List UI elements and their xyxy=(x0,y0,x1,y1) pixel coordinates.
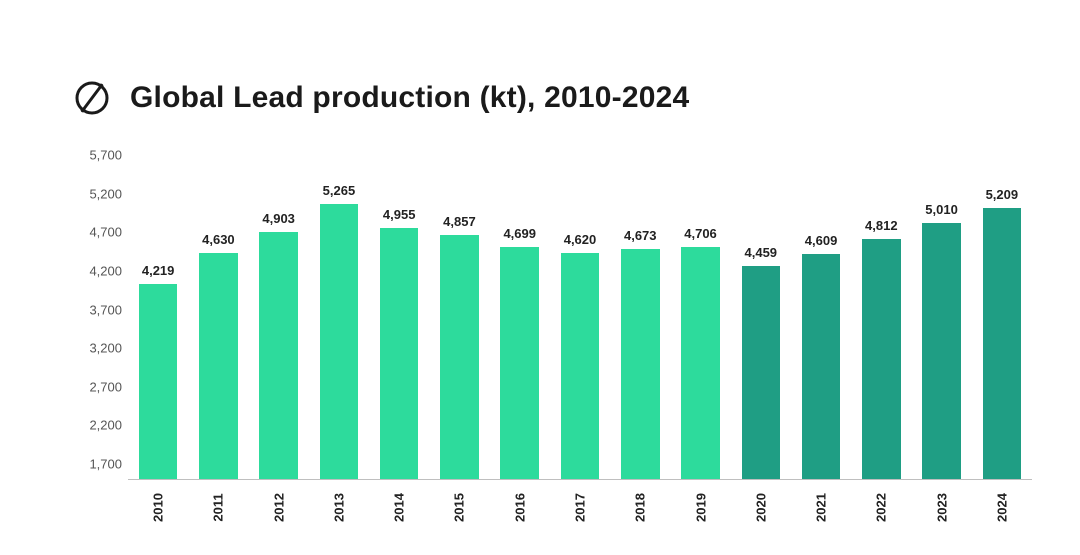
x-tick-label: 2016 xyxy=(512,493,527,522)
x-tick-label: 2018 xyxy=(633,493,648,522)
bar-slot: 4,620 xyxy=(550,170,610,479)
bar-slot: 4,903 xyxy=(249,170,309,479)
bar-value-label: 4,219 xyxy=(142,263,175,278)
x-label-slot: 2014 xyxy=(369,480,429,520)
x-tick-label: 2023 xyxy=(934,493,949,522)
bar: 4,609 xyxy=(802,254,841,479)
x-tick-label: 2010 xyxy=(151,493,166,522)
bar-slot: 4,706 xyxy=(670,170,730,479)
bar: 4,812 xyxy=(862,239,901,479)
bar-slot: 5,209 xyxy=(972,170,1032,479)
x-tick-label: 2020 xyxy=(753,493,768,522)
compass-logo-icon xyxy=(72,78,112,118)
x-label-slot: 2023 xyxy=(911,480,971,520)
bar-value-label: 4,903 xyxy=(262,211,295,226)
bar-slot: 5,265 xyxy=(309,170,369,479)
x-tick-label: 2011 xyxy=(211,493,226,521)
bar-value-label: 4,955 xyxy=(383,207,416,222)
x-tick-label: 2012 xyxy=(271,493,286,522)
bar: 4,857 xyxy=(440,235,479,479)
x-label-slot: 2012 xyxy=(249,480,309,520)
x-tick-label: 2019 xyxy=(693,493,708,522)
bars-container: 4,219 4,630 4,903 5,265 4,955 4,857 4,699 4,620… xyxy=(128,170,1032,479)
x-label-slot: 2024 xyxy=(972,480,1032,520)
bar-slot: 4,630 xyxy=(188,170,248,479)
x-tick-label: 2021 xyxy=(814,493,829,522)
x-tick-label: 2017 xyxy=(572,493,587,522)
x-axis-labels: 2010 2011 2012 2013 2014 2015 2016 2017 2018 2019… xyxy=(128,480,1032,520)
bar-value-label: 5,209 xyxy=(986,187,1019,202)
x-label-slot: 2019 xyxy=(670,480,730,520)
plot-area: 4,219 4,630 4,903 5,265 4,955 4,857 4,699 4,620… xyxy=(128,170,1032,480)
x-label-slot: 2010 xyxy=(128,480,188,520)
bar-value-label: 4,459 xyxy=(745,245,778,260)
bar: 4,673 xyxy=(621,249,660,479)
bar-value-label: 5,010 xyxy=(925,202,958,217)
x-tick-label: 2013 xyxy=(331,493,346,522)
x-label-slot: 2017 xyxy=(550,480,610,520)
x-label-slot: 2015 xyxy=(429,480,489,520)
x-tick-label: 2014 xyxy=(392,493,407,522)
bar-value-label: 5,265 xyxy=(323,183,356,198)
x-label-slot: 2016 xyxy=(490,480,550,520)
bar-value-label: 4,620 xyxy=(564,232,597,247)
x-label-slot: 2020 xyxy=(731,480,791,520)
bar: 5,265 xyxy=(320,204,359,479)
x-label-slot: 2022 xyxy=(851,480,911,520)
bar: 4,706 xyxy=(681,247,720,479)
x-label-slot: 2021 xyxy=(791,480,851,520)
chart-title: Global Lead production (kt), 2010-2024 xyxy=(130,81,689,115)
bar-slot: 5,010 xyxy=(911,170,971,479)
bar-slot: 4,955 xyxy=(369,170,429,479)
bar: 5,209 xyxy=(983,208,1022,479)
x-label-slot: 2013 xyxy=(309,480,369,520)
bar-value-label: 4,812 xyxy=(865,218,898,233)
y-tick-label: 4,200 xyxy=(72,263,122,278)
x-label-slot: 2018 xyxy=(610,480,670,520)
bar-value-label: 4,857 xyxy=(443,214,476,229)
bar-slot: 4,219 xyxy=(128,170,188,479)
bar-value-label: 4,706 xyxy=(684,226,717,241)
page: Global Lead production (kt), 2010-2024 4… xyxy=(0,0,1080,555)
y-tick-label: 5,700 xyxy=(72,148,122,163)
bar: 5,010 xyxy=(922,223,961,479)
bar: 4,699 xyxy=(500,247,539,479)
bar-chart: 4,219 4,630 4,903 5,265 4,955 4,857 4,699 4,620… xyxy=(72,170,1032,520)
bar-value-label: 4,699 xyxy=(503,226,536,241)
bar-value-label: 4,630 xyxy=(202,232,235,247)
bar-value-label: 4,673 xyxy=(624,228,657,243)
x-tick-label: 2024 xyxy=(994,493,1009,522)
bar: 4,459 xyxy=(742,266,781,479)
bar: 4,219 xyxy=(139,284,178,479)
bar-slot: 4,699 xyxy=(490,170,550,479)
bar-value-label: 4,609 xyxy=(805,233,838,248)
y-tick-label: 4,700 xyxy=(72,225,122,240)
bar: 4,903 xyxy=(259,232,298,479)
y-tick-label: 3,700 xyxy=(72,302,122,317)
bar: 4,630 xyxy=(199,253,238,479)
x-tick-label: 2022 xyxy=(874,493,889,522)
bar: 4,955 xyxy=(380,228,419,479)
x-tick-label: 2015 xyxy=(452,493,467,522)
bar-slot: 4,609 xyxy=(791,170,851,479)
bar-slot: 4,459 xyxy=(731,170,791,479)
header: Global Lead production (kt), 2010-2024 xyxy=(72,78,689,118)
bar-slot: 4,812 xyxy=(851,170,911,479)
y-tick-label: 2,700 xyxy=(72,379,122,394)
y-tick-label: 1,700 xyxy=(72,457,122,472)
bar-slot: 4,673 xyxy=(610,170,670,479)
y-tick-label: 2,200 xyxy=(72,418,122,433)
y-tick-label: 5,200 xyxy=(72,186,122,201)
bar-slot: 4,857 xyxy=(429,170,489,479)
x-label-slot: 2011 xyxy=(188,480,248,520)
y-tick-label: 3,200 xyxy=(72,341,122,356)
bar: 4,620 xyxy=(561,253,600,479)
